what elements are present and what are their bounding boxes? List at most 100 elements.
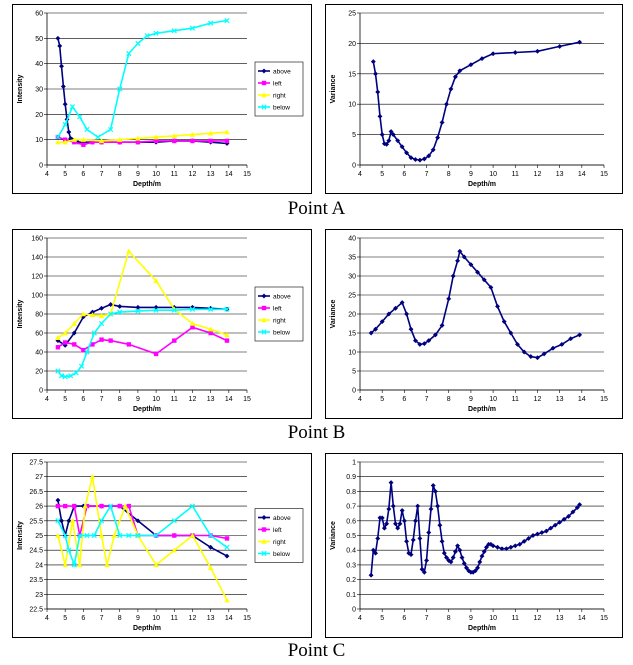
- x-tick-label: 6: [81, 396, 85, 403]
- data-point: [224, 536, 230, 541]
- chart-a-variance: 0 5 10 15 20 25 4 5 6 7 8 9 10 11 12 13 14 15 Depth/m Varia…: [325, 4, 623, 194]
- x-tick-label: 9: [136, 615, 140, 622]
- data-point: [90, 342, 95, 347]
- data-point: [126, 503, 132, 509]
- data-point: [153, 134, 159, 140]
- data-point: [435, 135, 441, 141]
- data-point: [412, 338, 419, 344]
- data-point: [388, 129, 394, 135]
- x-tick-label: 6: [402, 171, 406, 178]
- data-point: [91, 330, 97, 336]
- data-point: [58, 63, 65, 69]
- data-point: [190, 325, 195, 330]
- x-tick-label: 15: [243, 396, 251, 403]
- legend-marker: [261, 538, 267, 544]
- y-tick-label: 30: [348, 274, 356, 281]
- legend-entry: right: [273, 93, 286, 100]
- data-point: [189, 503, 196, 509]
- data-point: [512, 49, 518, 56]
- data-point: [392, 305, 399, 311]
- x-tick-label: 5: [63, 171, 67, 178]
- series-right: [55, 474, 230, 603]
- data-point: [98, 305, 105, 311]
- data-point: [481, 549, 487, 555]
- x-tick-label: 14: [225, 396, 233, 403]
- x-tick-label: 6: [402, 615, 406, 622]
- data-point: [512, 543, 518, 549]
- y-tick-label: 140: [31, 255, 43, 262]
- data-point: [153, 307, 159, 313]
- y-tick-label: 0: [39, 163, 43, 170]
- data-point: [552, 522, 558, 528]
- data-point: [135, 40, 141, 47]
- data-point: [448, 559, 454, 565]
- y-tick-label: 26: [35, 504, 43, 511]
- y-tick-label: 23.5: [29, 577, 43, 584]
- data-point: [577, 39, 583, 45]
- x-tick-label: 12: [189, 615, 197, 622]
- data-point: [117, 303, 123, 309]
- data-point: [153, 30, 159, 36]
- data-point: [84, 349, 90, 355]
- data-point: [446, 557, 452, 564]
- x-tick-label: 14: [225, 615, 233, 622]
- y-tick-label: 80: [35, 312, 43, 319]
- data-point: [386, 311, 392, 317]
- y-tick-label: 35: [348, 255, 356, 262]
- data-point: [565, 513, 572, 519]
- chart-b-variance: 0 5 10 15 20 25 30 35 40 4 5 6 7 8 9 10 11 12 13 14 15 Depth/…: [325, 229, 623, 419]
- y-tick-label: 15: [348, 71, 356, 78]
- legend: above left right below: [254, 61, 304, 117]
- y-axis-label: Variance: [330, 299, 337, 328]
- data-point: [172, 533, 177, 538]
- data-point: [135, 308, 141, 314]
- x-axis-label: Depth/m: [133, 625, 161, 632]
- data-point: [71, 562, 77, 568]
- data-point: [570, 509, 576, 515]
- data-point: [171, 518, 177, 524]
- data-point: [557, 43, 563, 49]
- data-point: [370, 547, 376, 553]
- data-point: [466, 568, 472, 574]
- legend-marker: [261, 68, 267, 74]
- data-point: [428, 506, 434, 512]
- data-point: [448, 86, 454, 92]
- y-tick-label: 25: [348, 11, 356, 18]
- x-tick-label: 8: [118, 396, 122, 403]
- x-tick-label: 10: [152, 171, 160, 178]
- y-axis-label: Intensity: [17, 521, 24, 550]
- series-variance: [368, 480, 583, 578]
- data-point: [368, 330, 374, 336]
- data-point: [550, 345, 556, 351]
- x-tick-label: 7: [425, 396, 429, 403]
- x-axis-label: Depth/m: [468, 625, 496, 632]
- data-point: [468, 62, 474, 68]
- chart-b-intensity: 0 20 40 60 80 100 120 140 160 4 5 6 7 8 9 10 11 12 13 14 15 D…: [12, 229, 312, 419]
- series-right: [55, 129, 230, 145]
- data-point: [481, 277, 487, 283]
- x-tick-label: 13: [556, 171, 564, 178]
- data-point: [73, 370, 79, 376]
- x-tick-label: 6: [81, 615, 85, 622]
- data-point: [432, 488, 438, 494]
- chart-svg: 00.10.20.30.40.50.60.70.80.914 5 6 7 8 9 10 11 1…: [330, 460, 608, 633]
- y-tick-label: 0.4: [346, 548, 356, 555]
- data-point: [98, 518, 105, 524]
- data-point: [379, 132, 385, 138]
- data-point: [208, 306, 214, 312]
- data-point: [399, 507, 405, 514]
- x-tick-label: 15: [600, 396, 608, 403]
- data-point: [95, 134, 101, 140]
- data-point: [368, 572, 374, 578]
- data-point: [439, 538, 445, 544]
- data-point: [421, 156, 427, 162]
- x-tick-label: 10: [152, 396, 160, 403]
- data-point: [84, 126, 90, 133]
- legend-entry: below: [273, 105, 290, 112]
- data-point: [62, 139, 68, 145]
- data-point: [574, 505, 580, 511]
- data-point: [483, 544, 489, 550]
- legend-marker: [261, 329, 267, 335]
- x-tick-label: 13: [207, 171, 215, 178]
- y-tick-label: 20: [348, 41, 356, 48]
